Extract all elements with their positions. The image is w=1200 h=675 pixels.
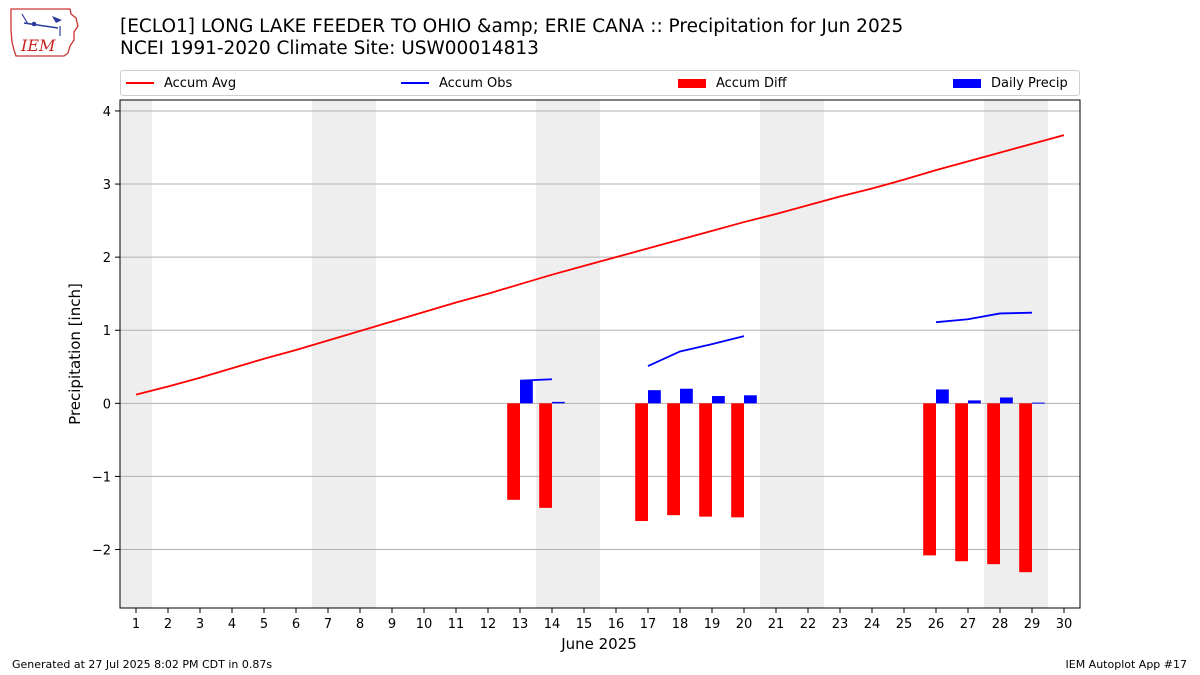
weekend-band-2 [536,100,600,608]
y-tick-label: −2 [92,544,111,559]
legend-label-accum-diff: Accum Diff [716,75,787,91]
weekend-band-0 [120,100,152,608]
x-tick-label: 27 [960,617,977,632]
daily-precip-bar [936,389,949,404]
weekend-bands [120,100,1048,608]
x-tick-label: 1 [132,617,140,632]
x-axis-label: June 2025 [560,635,637,653]
x-tick-label: 14 [544,617,561,632]
x-tick-label: 18 [672,617,689,632]
y-tick-label: 3 [103,178,111,193]
accum-diff-bar [1019,403,1032,573]
daily-precip-bar [744,395,757,404]
legend-swatch-diff [678,78,706,88]
footer-generated: Generated at 27 Jul 2025 8:02 PM CDT in … [12,658,273,671]
bars [507,380,1045,573]
x-axis-ticks: 1 2 3 4 5 6 7 8 9 10 11 12 13 14 15 16 17 18 19 20 21 22 23 24 2… [132,608,1072,632]
title-line-1: [ECLO1] LONG LAKE FEEDER TO OHIO &amp; E… [120,16,904,37]
title-line-2: NCEI 1991-2020 Climate Site: USW00014813 [120,38,539,59]
x-tick-label: 3 [196,617,204,632]
accum-diff-bar [507,403,520,500]
daily-precip-bar [520,380,533,404]
x-tick-label: 21 [768,617,785,632]
accum-diff-bar [955,403,968,562]
daily-precip-bar [1032,402,1045,404]
accum-diff-bar [923,403,936,556]
x-tick-label: 26 [928,617,945,632]
accum-obs-line-0 [519,378,553,382]
x-tick-label: 9 [388,617,396,632]
x-tick-label: 16 [608,617,625,632]
x-tick-label: 12 [480,617,497,632]
daily-precip-bar [1000,397,1013,404]
y-axis-label: Precipitation [inch] [66,283,84,425]
y-tick-label: 1 [103,324,111,339]
x-tick-label: 8 [356,617,364,632]
accum-diff-bar [667,403,680,516]
legend-label-accum-obs: Accum Obs [439,75,513,91]
y-tick-label: 0 [103,397,111,412]
x-tick-label: 2 [164,617,172,632]
x-tick-label: 17 [640,617,657,632]
x-tick-label: 7 [324,617,332,632]
grid-lines [120,110,1080,551]
daily-precip-bar [712,396,725,404]
accum-diff-bar [635,403,648,522]
daily-precip-bar [648,390,661,404]
legend-label-daily-precip: Daily Precip [991,75,1068,91]
y-tick-label: −1 [92,470,111,485]
weekend-band-3 [760,100,824,608]
x-tick-label: 28 [992,617,1009,632]
x-tick-label: 23 [832,617,849,632]
x-tick-label: 20 [736,617,753,632]
legend-swatch-avg [126,82,154,84]
x-tick-label: 6 [292,617,300,632]
x-tick-label: 19 [704,617,721,632]
accum-diff-bar [539,403,552,508]
x-tick-label: 29 [1024,617,1041,632]
accum-obs-line-2 [935,311,1033,324]
accum-diff-bar [987,403,1000,565]
x-tick-label: 30 [1056,617,1073,632]
plot-frame [119,99,1081,609]
x-tick-label: 24 [864,617,881,632]
legend-item-accum-diff: Accum Diff [678,71,787,95]
chart-title: [ECLO1] LONG LAKE FEEDER TO OHIO &amp; E… [120,16,903,60]
weekend-band-1 [312,100,376,608]
x-tick-label: 10 [416,617,433,632]
x-tick-label: 5 [260,617,268,632]
legend-label-accum-avg: Accum Avg [164,75,237,91]
x-tick-label: 11 [448,617,465,632]
x-tick-label: 22 [800,617,817,632]
legend-swatch-daily [953,78,981,88]
x-tick-label: 15 [576,617,593,632]
y-tick-label: 2 [103,251,111,266]
daily-precip-bar [680,388,693,404]
series-lines [135,134,1065,396]
accum-diff-bar [699,403,712,517]
y-tick-label: 4 [103,105,111,120]
chart-legend: Accum Avg Accum Obs Accum Diff Daily Pre… [120,70,1080,96]
iem-logo: IEM [10,8,79,57]
legend-item-daily-precip: Daily Precip [953,71,1068,95]
accum-obs-line-1 [647,335,745,367]
legend-item-accum-obs: Accum Obs [401,71,512,95]
logo-text: IEM [20,36,56,55]
x-tick-label: 13 [512,617,529,632]
daily-precip-bar [968,400,981,404]
legend-item-accum-avg: Accum Avg [126,71,236,95]
x-tick-label: 4 [228,617,236,632]
legend-swatch-obs [401,82,429,84]
x-tick-label: 25 [896,617,913,632]
daily-precip-bar [552,401,565,404]
iowa-outline-icon [10,8,79,57]
accum-avg-line [135,134,1065,396]
y-axis-ticks: −2 −1 0 1 2 3 4 [92,105,120,559]
footer-app: IEM Autoplot App #17 [1065,658,1188,671]
accum-diff-bar [731,403,744,518]
